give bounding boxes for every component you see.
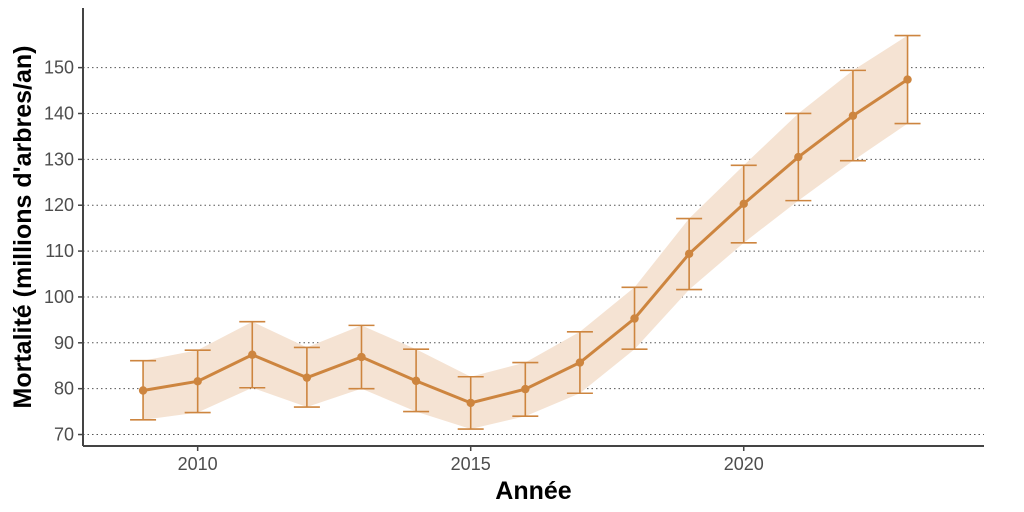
y-tick-label: 140	[44, 103, 74, 123]
y-axis-title: Mortalité (millions d'arbres/an)	[9, 46, 37, 409]
data-point	[903, 75, 912, 84]
y-tick-label: 80	[54, 379, 74, 399]
data-point	[302, 373, 312, 382]
data-points	[138, 75, 912, 408]
x-ticks: 2010 2015 2020	[178, 446, 764, 474]
data-point	[193, 377, 202, 386]
data-point	[575, 358, 585, 367]
x-axis-title: Année	[495, 477, 572, 505]
x-tick-label: 2010	[178, 454, 218, 474]
data-point	[466, 398, 475, 408]
data-point	[739, 199, 748, 209]
y-tick-label: 90	[54, 333, 74, 353]
y-tick-label: 130	[44, 149, 74, 169]
confidence-band-area	[143, 35, 908, 430]
data-point	[138, 386, 148, 395]
axes	[82, 8, 984, 447]
data-point	[521, 384, 530, 394]
data-point	[357, 352, 366, 362]
data-point	[630, 314, 639, 323]
confidence-band	[143, 35, 908, 430]
data-point	[794, 152, 803, 162]
y-tick-label: 150	[44, 58, 74, 78]
y-ticks: 70 80 90 100 110 120 130 140 150	[44, 58, 83, 445]
data-point	[848, 111, 858, 120]
y-tick-label: 100	[44, 287, 74, 307]
x-tick-label: 2020	[724, 454, 764, 474]
data-point	[248, 350, 257, 359]
y-tick-label: 120	[44, 195, 74, 215]
data-point	[411, 376, 421, 386]
y-tick-label: 70	[54, 425, 74, 445]
data-point	[684, 249, 694, 259]
x-tick-label: 2015	[451, 454, 491, 474]
y-tick-label: 110	[45, 241, 74, 261]
